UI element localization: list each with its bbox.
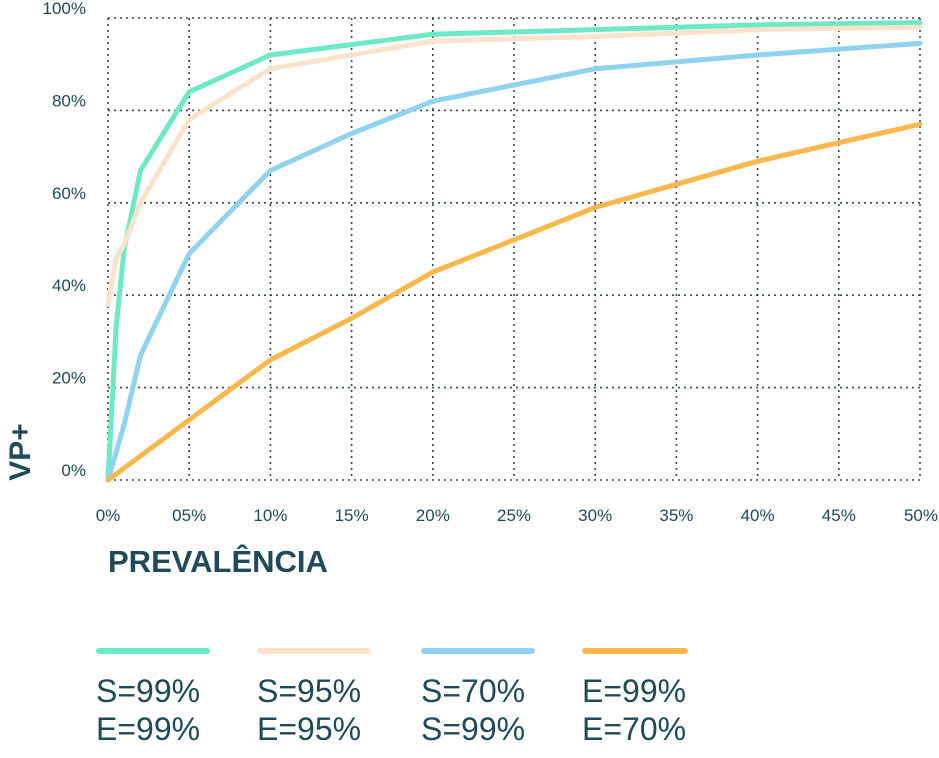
legend-swatch — [96, 648, 210, 654]
legend-swatch — [582, 648, 688, 654]
legend-label-line: E=99% — [96, 711, 201, 747]
y-tick-label: 0% — [61, 461, 86, 480]
x-axis-ticks: 0% 05% 10% 15% 20% 25% 30% 35% 40% 45% 50% — [96, 506, 938, 525]
chart-legend: S=99% E=99% S=95% E=95% S=70% S=99% E=99% E=70% — [0, 640, 939, 758]
series-line-3 — [105, 40, 923, 483]
x-tick-label: 45% — [822, 506, 856, 525]
series-line-4 — [105, 121, 923, 483]
legend-item-2: S=95% E=95% — [257, 640, 407, 748]
y-tick-label: 20% — [52, 369, 86, 388]
y-tick-label: 100% — [43, 0, 86, 18]
legend-swatch — [421, 648, 535, 654]
legend-item-3: S=70% S=99% — [421, 640, 571, 748]
legend-label-line: E=70% — [582, 711, 687, 747]
x-tick-label: 10% — [253, 506, 287, 525]
x-tick-label: 25% — [497, 506, 531, 525]
x-axis-title: PREVALÊNCIA — [108, 543, 328, 579]
x-tick-label: 05% — [172, 506, 206, 525]
chart-grid — [107, 17, 921, 481]
series-line-2 — [105, 24, 923, 307]
x-tick-label: 20% — [416, 506, 450, 525]
legend-label: E=99% E=70% — [582, 672, 732, 748]
legend-item-4: E=99% E=70% — [582, 640, 732, 748]
chart-series — [105, 20, 923, 483]
y-tick-label: 40% — [52, 276, 86, 295]
series-line-1 — [105, 20, 923, 483]
y-axis-title: VP+ — [4, 423, 37, 481]
legend-label-line: S=99% — [421, 711, 526, 747]
legend-label-line: S=70% — [421, 673, 526, 709]
legend-label: S=99% E=99% — [96, 672, 246, 748]
legend-label-line: E=95% — [257, 711, 362, 747]
y-tick-label: 80% — [52, 91, 86, 110]
x-tick-label: 35% — [659, 506, 693, 525]
x-tick-label: 0% — [96, 506, 121, 525]
x-tick-label: 30% — [578, 506, 612, 525]
x-tick-label: 40% — [741, 506, 775, 525]
x-tick-label: 50% — [904, 506, 938, 525]
y-axis-ticks: 0% 20% 40% 60% 80% 100% — [43, 0, 86, 480]
legend-item-1: S=99% E=99% — [96, 640, 246, 748]
legend-label-line: E=99% — [582, 673, 687, 709]
legend-swatch — [257, 648, 371, 654]
legend-label: S=70% S=99% — [421, 672, 571, 748]
y-tick-label: 60% — [52, 184, 86, 203]
legend-label-line: S=99% — [96, 673, 201, 709]
legend-label: S=95% E=95% — [257, 672, 407, 748]
x-tick-label: 15% — [335, 506, 369, 525]
legend-label-line: S=95% — [257, 673, 362, 709]
